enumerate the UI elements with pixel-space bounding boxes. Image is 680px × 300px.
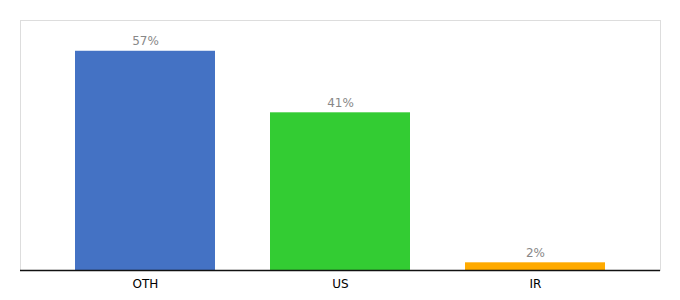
svg-text:US: US — [332, 277, 348, 291]
svg-text:2%: 2% — [526, 246, 545, 260]
svg-text:IR: IR — [530, 277, 542, 291]
svg-text:41%: 41% — [327, 96, 354, 110]
svg-text:57%: 57% — [132, 34, 159, 48]
svg-text:OTH: OTH — [133, 277, 159, 291]
